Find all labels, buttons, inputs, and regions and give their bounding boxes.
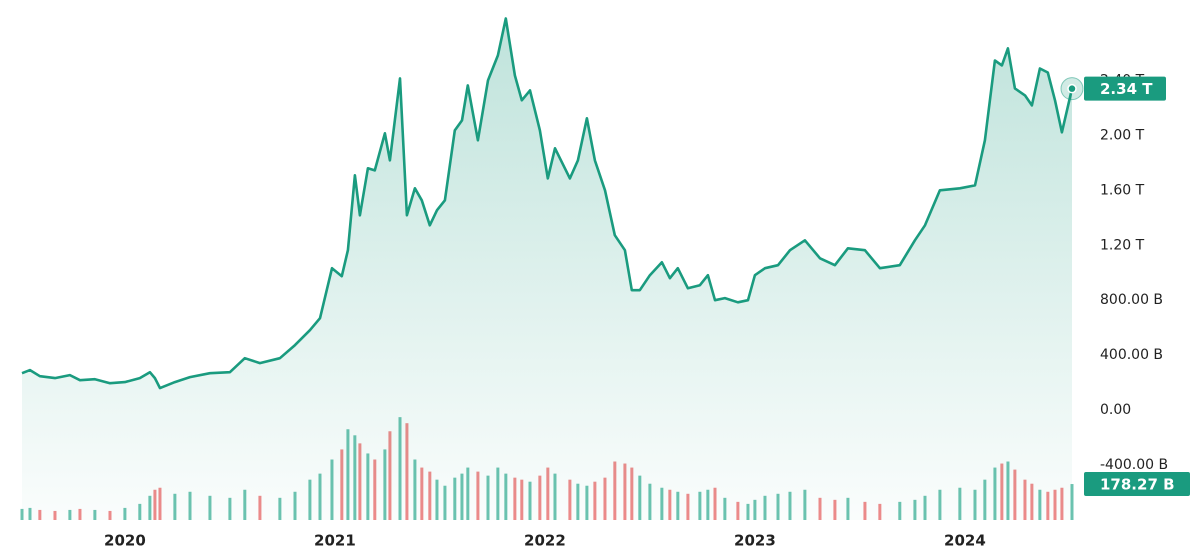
area-fill: [22, 18, 1072, 520]
x-tick-label: 2024: [944, 532, 986, 550]
badge-label: 2.34 T: [1100, 80, 1153, 98]
line: [21, 17, 1074, 390]
y-tick-label: 1.20 T: [1100, 237, 1145, 253]
y-tick-label: -400.00 B: [1100, 457, 1168, 473]
y-tick-label: 0.00: [1100, 402, 1131, 418]
y-tick-label: 800.00 B: [1100, 292, 1163, 308]
badge-box: [1084, 76, 1166, 101]
plot: [21, 17, 1084, 520]
x-tick-label: 2020: [104, 532, 146, 550]
y-tick-label: 400.00 B: [1100, 347, 1163, 363]
y-tick-label: 1.60 T: [1100, 182, 1145, 198]
x-tick-label: 2022: [524, 532, 566, 550]
x-tick-label: 2023: [734, 532, 776, 550]
last-point: [1067, 83, 1077, 94]
y-tick-label: 2.00 T: [1100, 127, 1145, 143]
badge-label: 178.27 B: [1100, 476, 1175, 494]
x-tick-label: 2021: [314, 532, 356, 550]
badge-box: [1084, 472, 1190, 497]
axes: -400.00 B 0.00 400.00 B 800.00 B 1.20 T 1.60 …: [104, 72, 1190, 550]
